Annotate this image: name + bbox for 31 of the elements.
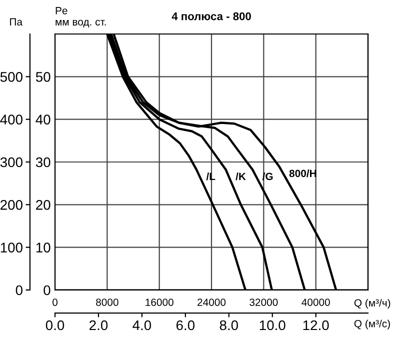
y-tick-label: 200	[0, 200, 22, 210]
y-tick-label: 0	[16, 285, 22, 296]
x2-tick-label: 6.0	[176, 320, 195, 330]
x2-tick-label: 0.0	[46, 320, 64, 330]
series-label: /K	[236, 172, 246, 180]
x-tick-label: 32000	[250, 298, 278, 306]
y-tick-label: 100	[0, 242, 22, 252]
y-axis-title: Па	[10, 18, 23, 26]
y2-tick-label: 50	[36, 72, 50, 82]
x2-tick-label: 8.0	[220, 320, 238, 330]
y2-tick-label: 30	[36, 157, 50, 168]
x-axis-title: Q (м³/ч)	[354, 298, 390, 309]
x2-axis-title: Q (м³/с)	[354, 320, 390, 330]
x2-tick-label: 2.0	[90, 320, 108, 330]
x-tick-label: 40000	[302, 298, 330, 306]
y-tick-label: 500	[0, 72, 22, 82]
x-tick-label: 24000	[198, 298, 226, 306]
y2-tick-label: 20	[36, 200, 50, 210]
y2-tick-label: 10	[36, 242, 50, 252]
x2-tick-label: 4.0	[132, 320, 152, 330]
y-tick-label: 300	[0, 157, 22, 168]
x-tick-label: 0	[52, 298, 58, 306]
x2-tick-label: 12.0	[303, 320, 329, 330]
chart-title: 4 полюса - 800	[172, 12, 251, 20]
x2-tick-label: 10.0	[260, 320, 286, 330]
x-tick-label: 8000	[96, 298, 118, 306]
y2-tick-label: 0	[44, 285, 50, 296]
x-tick-label: 16000	[146, 298, 174, 306]
y-tick-label: 400	[0, 114, 22, 124]
y2-tick-label: 40	[36, 114, 50, 124]
y2-axis-title: Pe мм вод. ст.	[56, 7, 106, 28]
